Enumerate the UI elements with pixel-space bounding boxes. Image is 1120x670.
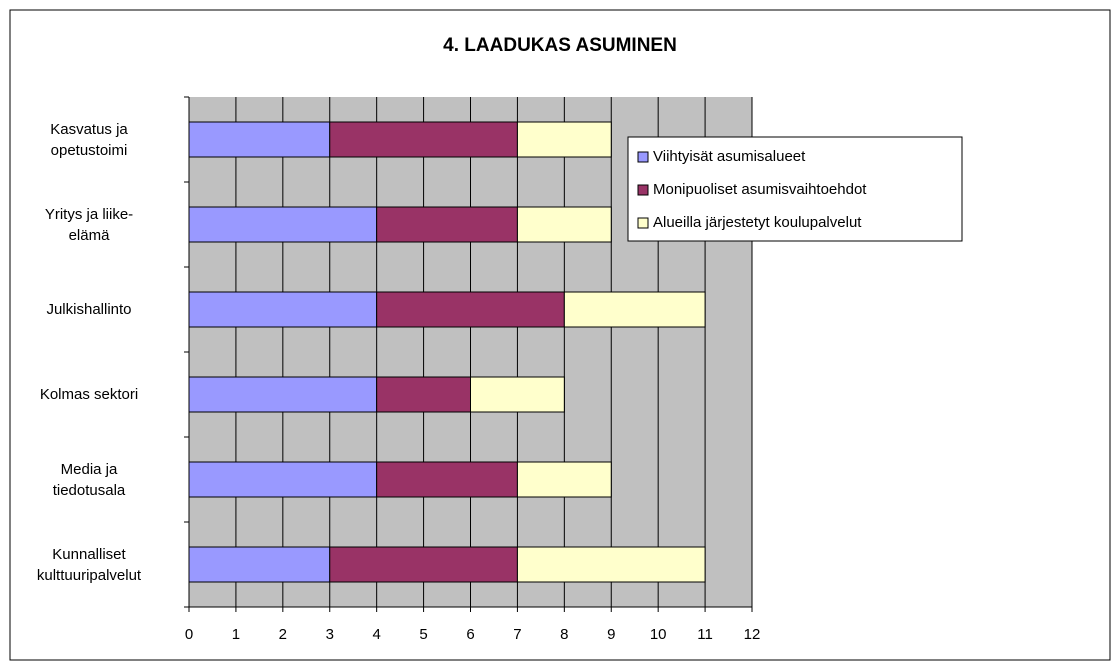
- bar-segment: [329, 546, 518, 583]
- bar-segment: [376, 291, 565, 328]
- x-tick-label: 8: [560, 626, 568, 643]
- x-tick-label: 12: [744, 626, 761, 643]
- y-tick-label: Kolmas sektori: [39, 386, 139, 403]
- bar-segment: [188, 121, 331, 158]
- bar-segment: [188, 206, 378, 243]
- x-tick-label: 9: [607, 626, 615, 643]
- legend-box: [627, 136, 963, 242]
- y-tick-label: Yritys ja liike- elämä: [44, 205, 134, 244]
- bar-segment: [188, 291, 378, 328]
- x-tick-label: 11: [697, 626, 713, 643]
- bar-segment: [188, 546, 331, 583]
- bar-segment: [470, 376, 565, 413]
- x-tick-label: 0: [185, 626, 193, 643]
- bar-segment: [376, 206, 518, 243]
- legend-label: Viihtyisät asumisalueet: [653, 148, 806, 165]
- bar-segment: [516, 461, 612, 498]
- bar-segment: [188, 376, 378, 413]
- x-tick-label: 5: [419, 626, 427, 643]
- chart-title: 4. LAADUKAS ASUMINEN: [443, 35, 677, 56]
- bar-segment: [188, 461, 378, 498]
- legend-label: Alueilla järjestetyt koulupalvelut: [653, 214, 862, 231]
- bar-segment: [563, 291, 706, 328]
- x-tick-label: 4: [372, 626, 380, 643]
- x-tick-label: 1: [232, 626, 240, 643]
- x-tick-label: 6: [466, 626, 474, 643]
- x-tick-label: 7: [513, 626, 521, 643]
- legend-swatch: [637, 151, 649, 163]
- y-tick-label: Julkishallinto: [46, 301, 132, 318]
- legend-swatch: [637, 217, 649, 229]
- bar-segment: [516, 121, 612, 158]
- bar-segment: [516, 546, 706, 583]
- x-tick-label: 2: [279, 626, 287, 643]
- bar-segment: [329, 121, 518, 158]
- bar-segment: [376, 461, 518, 498]
- x-tick-label: 10: [650, 626, 667, 643]
- bar-segment: [516, 206, 612, 243]
- y-tick-label: Kasvatus ja opetustoimi: [50, 120, 128, 159]
- y-tick-label: Media ja tiedotusala: [52, 460, 126, 499]
- legend-label: Monipuoliset asumisvaihtoehdot: [653, 181, 867, 198]
- bar-segment: [376, 376, 471, 413]
- y-tick-label: Kunnalliset kulttuuripalvelut: [36, 545, 142, 584]
- legend-swatch: [637, 184, 649, 196]
- x-tick-label: 3: [326, 626, 334, 643]
